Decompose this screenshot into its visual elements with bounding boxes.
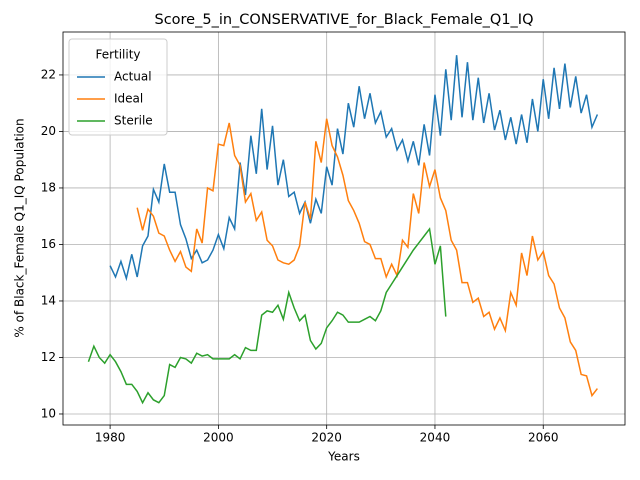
chart-title: Score_5_in_CONSERVATIVE_for_Black_Female… bbox=[154, 12, 533, 28]
y-tick-label: 16 bbox=[41, 237, 56, 251]
y-tick-label: 12 bbox=[41, 350, 56, 364]
x-tick-label: 2000 bbox=[203, 431, 234, 445]
y-axis-label: % of Black_Female Q1_IQ Population bbox=[13, 118, 27, 337]
y-tick-label: 20 bbox=[41, 124, 56, 138]
legend-label: Actual bbox=[114, 70, 152, 84]
x-tick-label: 2060 bbox=[528, 431, 559, 445]
y-tick-label: 18 bbox=[41, 180, 56, 194]
line-series bbox=[109, 55, 599, 282]
x-tick-label: 2020 bbox=[311, 431, 342, 445]
y-tick-label: 14 bbox=[41, 293, 56, 307]
line-series bbox=[87, 227, 447, 405]
x-axis-label: Years bbox=[327, 450, 360, 464]
y-tick-label: 22 bbox=[41, 67, 56, 81]
legend-title: Fertility bbox=[95, 48, 140, 62]
legend-box bbox=[68, 38, 168, 136]
line-series bbox=[136, 118, 598, 398]
x-tick-label: 2040 bbox=[420, 431, 451, 445]
legend-label: Ideal bbox=[114, 92, 143, 106]
y-tick-label: 10 bbox=[41, 406, 56, 420]
legend-label: Sterile bbox=[114, 114, 153, 128]
plot-frame bbox=[62, 31, 626, 426]
x-tick-label: 1980 bbox=[95, 431, 126, 445]
